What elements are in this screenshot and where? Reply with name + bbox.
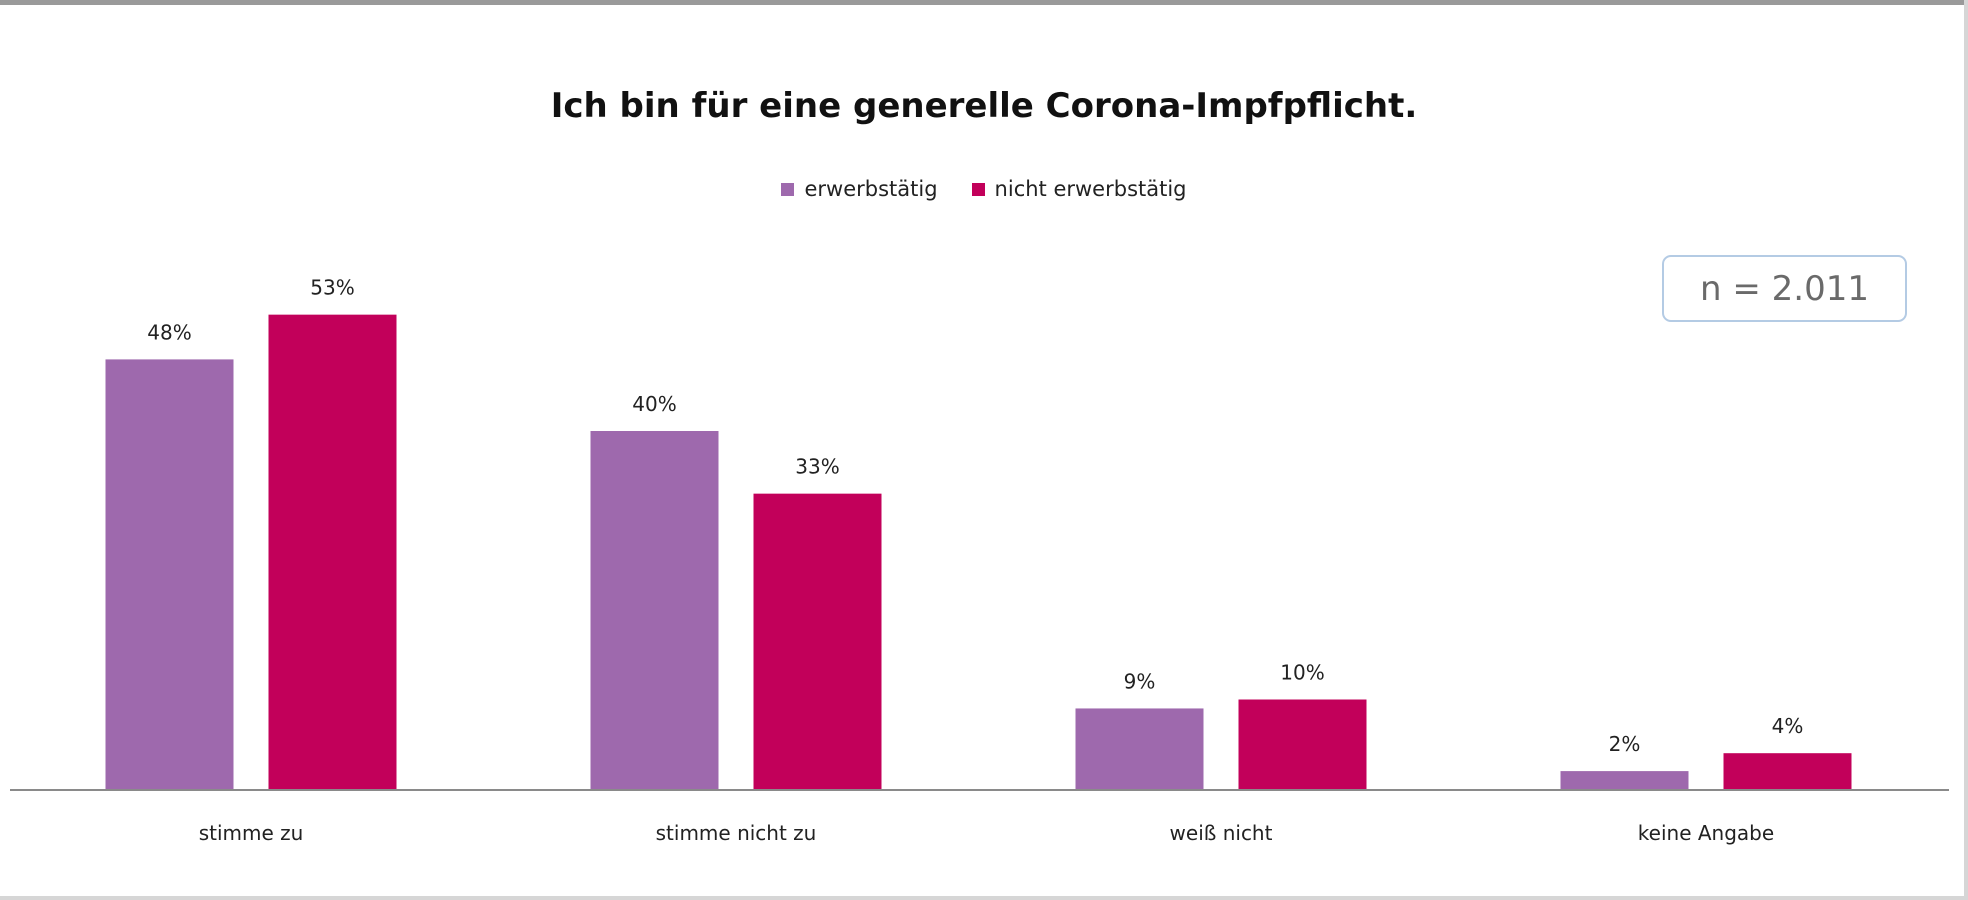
- bar: [268, 314, 397, 789]
- bar: [1723, 753, 1852, 789]
- data-label: 9%: [1124, 669, 1156, 693]
- data-label: 4%: [1772, 714, 1804, 738]
- data-label: 40%: [632, 392, 676, 416]
- data-label: 33%: [795, 455, 839, 479]
- bar: [105, 359, 234, 789]
- legend-item-nicht-erwerbstaetig: nicht erwerbstätig: [971, 177, 1187, 201]
- bar: [1238, 699, 1367, 789]
- legend-swatch: [781, 182, 795, 196]
- legend-item-erwerbstaetig: erwerbstätig: [781, 177, 938, 201]
- category-label: weiß nicht: [1170, 821, 1273, 845]
- bar: [753, 493, 882, 789]
- category-label: stimme nicht zu: [656, 821, 817, 845]
- category-label: keine Angabe: [1638, 821, 1774, 845]
- category-label: stimme zu: [199, 821, 304, 845]
- legend-label: erwerbstätig: [804, 177, 938, 201]
- data-label: 10%: [1280, 661, 1324, 685]
- top-border: [0, 0, 1968, 5]
- legend-swatch: [971, 182, 985, 196]
- legend-label: nicht erwerbstätig: [994, 177, 1187, 201]
- data-label: 48%: [147, 320, 191, 344]
- data-label: 2%: [1609, 732, 1641, 756]
- right-border: [1964, 0, 1968, 900]
- chart-title: Ich bin für eine generelle Corona-Impfpf…: [550, 86, 1418, 126]
- bottom-border: [0, 896, 1968, 900]
- sample-size-box: n = 2.011: [1662, 255, 1907, 322]
- bar: [1560, 771, 1689, 789]
- data-label: 53%: [310, 276, 354, 300]
- bar: [1075, 708, 1204, 789]
- legend: erwerbstätig nicht erwerbstätig: [0, 177, 1968, 201]
- bar: [590, 431, 719, 789]
